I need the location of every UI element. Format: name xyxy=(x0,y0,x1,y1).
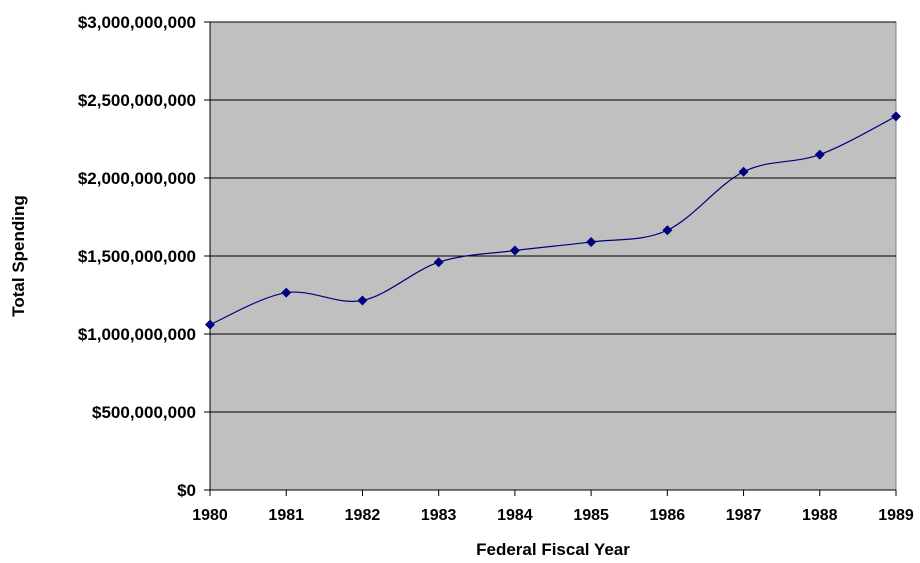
y-tick-label: $2,000,000,000 xyxy=(78,169,196,188)
axes xyxy=(204,21,897,496)
data-point-marker xyxy=(357,295,368,306)
data-point-marker xyxy=(814,149,825,160)
series-line xyxy=(209,115,897,326)
data-point-marker xyxy=(891,111,901,122)
data-point-marker xyxy=(738,166,749,177)
y-axis-title: Total Spending xyxy=(9,195,28,317)
x-tick-label: 1983 xyxy=(421,507,457,524)
x-tick-label: 1986 xyxy=(650,507,686,524)
data-point-marker xyxy=(662,225,673,236)
y-tick-label: $1,000,000,000 xyxy=(78,325,196,344)
x-tick-label: 1985 xyxy=(573,507,609,524)
y-tick-label: $500,000,000 xyxy=(92,403,196,422)
x-tick-label: 1981 xyxy=(268,507,304,524)
data-point-marker xyxy=(281,287,292,298)
data-point-marker xyxy=(586,236,597,247)
x-tick-label: 1989 xyxy=(878,507,914,524)
y-axis-tick-labels: $0 $500,000,000 $1,000,000,000 $1,500,000,0… xyxy=(78,13,196,500)
y-tick-label: $1,500,000,000 xyxy=(78,247,196,266)
series-group xyxy=(205,111,901,330)
x-tick-label: 1987 xyxy=(726,507,762,524)
x-tick-label: 1982 xyxy=(345,507,381,524)
x-tick-label: 1984 xyxy=(497,507,533,524)
x-axis-tick-labels: 1980 1981 1982 1983 1984 1985 1986 1987 1988 1989 xyxy=(192,507,914,524)
gridlines xyxy=(210,21,896,413)
data-point-marker xyxy=(509,245,520,256)
data-point-marker xyxy=(433,257,444,268)
x-axis-title: Federal Fiscal Year xyxy=(476,540,630,559)
y-tick-label: $0 xyxy=(177,481,196,500)
data-point-marker xyxy=(205,319,215,330)
x-tick-label: 1980 xyxy=(192,507,228,524)
y-tick-label: $2,500,000,000 xyxy=(78,91,196,110)
y-tick-label: $3,000,000,000 xyxy=(78,13,196,32)
x-tick-label: 1988 xyxy=(802,507,838,524)
